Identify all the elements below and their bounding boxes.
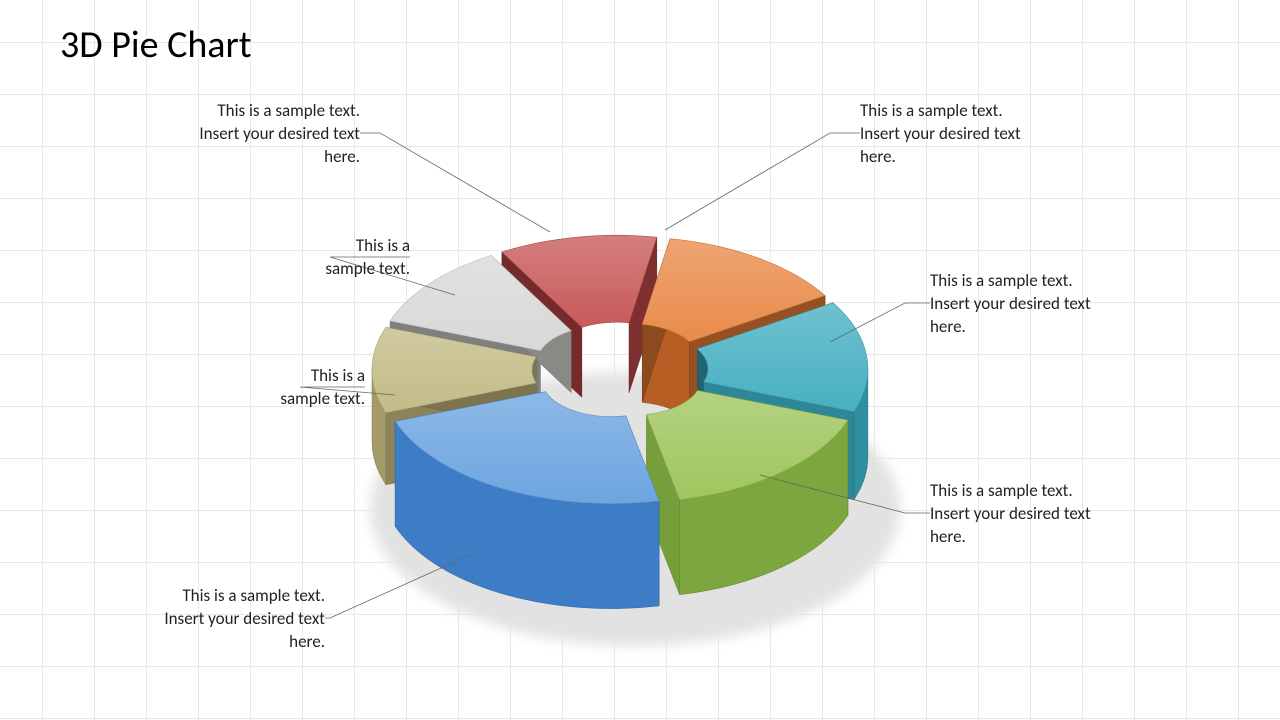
slice-callout: This is a sample text.	[135, 365, 365, 411]
slice-callout: This is a sample text. Insert your desir…	[130, 100, 360, 169]
slice-callout: This is a sample text. Insert your desir…	[930, 480, 1160, 549]
slice-callout: This is a sample text. Insert your desir…	[860, 100, 1090, 169]
slice-callout: This is a sample text. Insert your desir…	[930, 270, 1160, 339]
leader-line	[665, 133, 860, 230]
slice-callout: This is a sample text.	[180, 235, 410, 281]
leader-line	[360, 133, 550, 232]
slice-callout: This is a sample text. Insert your desir…	[95, 585, 325, 654]
